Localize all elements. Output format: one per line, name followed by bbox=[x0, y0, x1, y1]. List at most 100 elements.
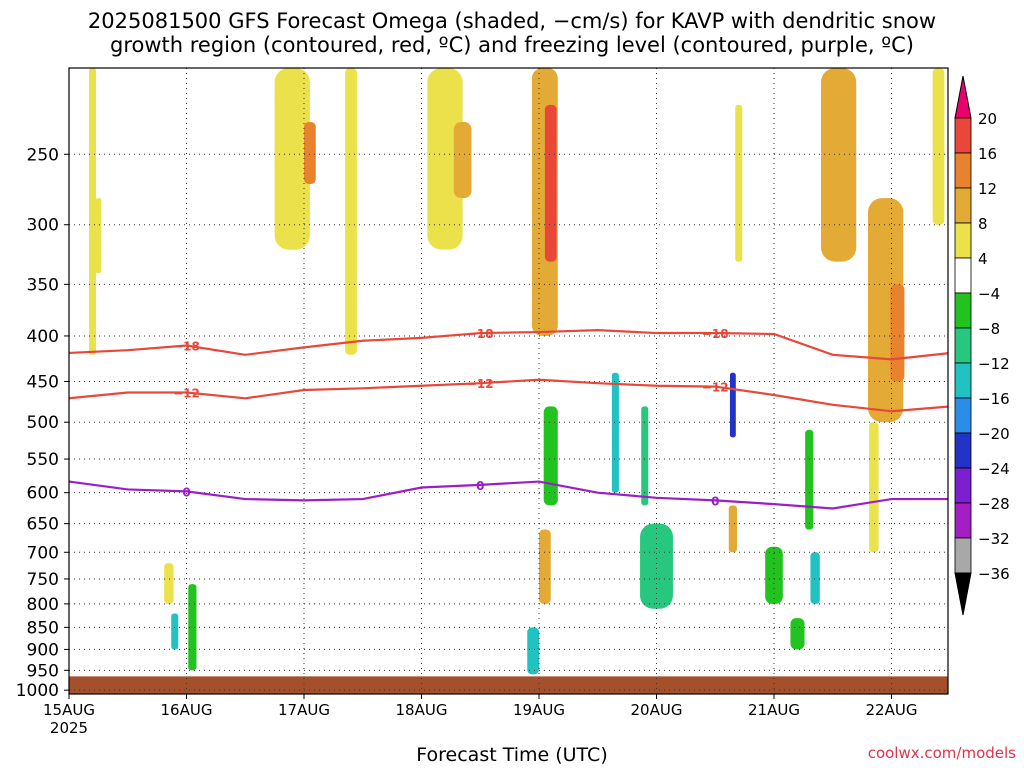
freezing-level-contour bbox=[69, 480, 948, 510]
colorbar-label: 20 bbox=[978, 110, 997, 128]
x-tick-label: 22AUG bbox=[866, 701, 918, 719]
colorbar-bin bbox=[954, 362, 972, 399]
omega-region-22 bbox=[805, 429, 814, 530]
y-tick-label: 250 bbox=[27, 145, 59, 165]
omega-region-29 bbox=[932, 68, 945, 225]
omega-region-11 bbox=[544, 104, 557, 262]
colorbar-label: −24 bbox=[978, 460, 1010, 478]
omega-region-8 bbox=[427, 68, 463, 250]
omega-region-18 bbox=[735, 104, 743, 262]
x-tick-label: 17AUG bbox=[278, 701, 330, 719]
colorbar-label: −32 bbox=[978, 530, 1010, 548]
axes: 2503003504004505005506006507007508008509… bbox=[16, 67, 949, 737]
colorbar-bin bbox=[954, 537, 972, 574]
colorbar: 20 16 12 8 4 −4 −8 −12 −16 −20 −24 −28 −32 −36 bbox=[954, 75, 1010, 616]
omega-region-2 bbox=[164, 563, 174, 604]
colorbar-label: −12 bbox=[978, 355, 1010, 373]
omega-region-28 bbox=[869, 422, 879, 553]
credit-link[interactable]: coolwx.com/models bbox=[867, 744, 1016, 762]
colorbar-label: −20 bbox=[978, 425, 1010, 443]
y-tick-label: 650 bbox=[27, 515, 59, 535]
colorbar-bin bbox=[954, 502, 972, 539]
omega-region-14 bbox=[543, 406, 558, 506]
colorbar-label: −8 bbox=[978, 320, 1000, 338]
y-tick-label: 700 bbox=[27, 543, 59, 563]
colorbar-bin-bottom bbox=[954, 572, 972, 616]
y-tick-label: 350 bbox=[27, 275, 59, 295]
omega-region-16 bbox=[641, 406, 649, 506]
contour-minus12-label: −12 bbox=[173, 386, 200, 400]
colorbar-bin bbox=[954, 187, 972, 224]
colorbar-bin bbox=[954, 292, 972, 329]
y-tick-label: 950 bbox=[27, 661, 59, 681]
y-tick-label: 1000 bbox=[16, 681, 59, 701]
colorbar-label: 12 bbox=[978, 180, 997, 198]
omega-region-13 bbox=[527, 627, 539, 675]
omega-region-7 bbox=[345, 68, 357, 355]
y-tick-label: 600 bbox=[27, 484, 59, 504]
colorbar-bin bbox=[954, 467, 972, 504]
colorbar-label: 8 bbox=[978, 215, 988, 233]
y-tick-label: 450 bbox=[27, 372, 59, 392]
y-tick-label: 750 bbox=[27, 570, 59, 590]
omega-region-24 bbox=[790, 618, 805, 650]
colorbar-label: −36 bbox=[978, 565, 1010, 583]
x-tick-label: 20AUG bbox=[631, 701, 683, 719]
colorbar-bin bbox=[954, 327, 972, 364]
omega-region-4 bbox=[188, 584, 197, 671]
omega-region-15 bbox=[611, 372, 619, 493]
colorbar-bin bbox=[954, 257, 972, 294]
y-tick-label: 550 bbox=[27, 450, 59, 470]
omega-heatmap bbox=[69, 68, 948, 694]
x-tick-label: 16AUG bbox=[161, 701, 213, 719]
omega-region-5 bbox=[274, 68, 310, 250]
omega-region-3 bbox=[171, 613, 179, 650]
colorbar-bin bbox=[954, 222, 972, 259]
contour-lines: −18 −18 −18 −12 −12 −12 0 0 0 bbox=[69, 327, 948, 510]
colorbar-bin bbox=[954, 397, 972, 434]
x-tick-label: 19AUG bbox=[513, 701, 565, 719]
contour-minus18 bbox=[69, 329, 948, 361]
contour-minus18-label: −18 bbox=[702, 327, 729, 341]
omega-region-1 bbox=[95, 198, 102, 274]
freezing-level-contour-label: 0 bbox=[182, 485, 190, 499]
y-tick-label: 800 bbox=[27, 595, 59, 615]
below-ground-shading bbox=[69, 676, 948, 694]
colorbar-bin bbox=[954, 432, 972, 469]
y-tick-label: 850 bbox=[27, 618, 59, 638]
colorbar-label: −16 bbox=[978, 390, 1010, 408]
y-tick-label: 400 bbox=[27, 327, 59, 347]
y-tick-label: 500 bbox=[27, 413, 59, 433]
colorbar-label: −4 bbox=[978, 285, 1000, 303]
colorbar-label: 16 bbox=[978, 145, 997, 163]
x-year-label: 2025 bbox=[50, 719, 88, 737]
freezing-level-contour-label: 0 bbox=[476, 479, 484, 493]
omega-region-25 bbox=[821, 68, 857, 262]
omega-region-17 bbox=[640, 523, 673, 609]
omega-region-21 bbox=[765, 546, 783, 604]
x-axis-title: Forecast Time (UTC) bbox=[416, 744, 608, 766]
omega-region-19 bbox=[729, 372, 736, 438]
x-tick-label: 15AUG bbox=[43, 701, 95, 719]
contour-minus18-label: −18 bbox=[173, 339, 200, 353]
y-tick-label: 900 bbox=[27, 640, 59, 660]
freezing-level-contour-label: 0 bbox=[711, 494, 719, 508]
chart-title-line2: growth region (contoured, red, ºC) and f… bbox=[110, 33, 914, 57]
omega-region-23 bbox=[810, 552, 820, 604]
omega-region-12 bbox=[539, 529, 551, 604]
omega-region-9 bbox=[453, 122, 472, 199]
contour-minus12-label: −12 bbox=[702, 381, 729, 395]
omega-region-0 bbox=[88, 68, 97, 355]
x-tick-label: 18AUG bbox=[396, 701, 448, 719]
omega-region-20 bbox=[728, 505, 737, 553]
omega-region-27 bbox=[890, 284, 905, 382]
contour-minus12 bbox=[69, 378, 948, 413]
x-tick-label: 21AUG bbox=[748, 701, 800, 719]
colorbar-label: −28 bbox=[978, 495, 1010, 513]
colorbar-label: 4 bbox=[978, 250, 988, 268]
colorbar-bin bbox=[954, 117, 972, 154]
omega-region-6 bbox=[304, 122, 316, 185]
colorbar-bin-top bbox=[954, 75, 972, 119]
colorbar-bin bbox=[954, 152, 972, 189]
